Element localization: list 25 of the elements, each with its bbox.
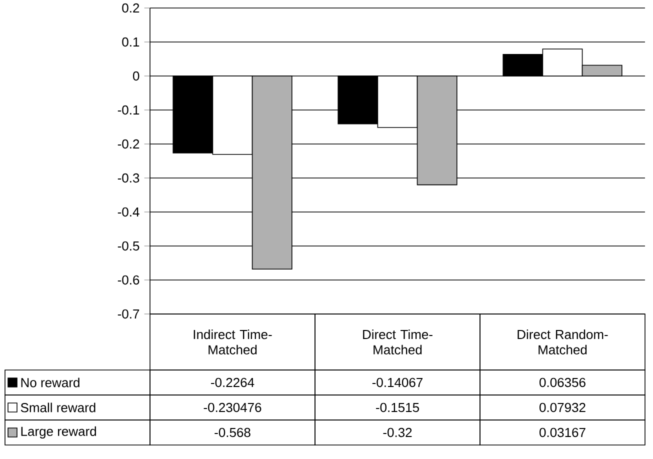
legend-label: Large reward: [21, 426, 96, 439]
y-tick-label: -0.6: [118, 275, 140, 285]
y-tick-label: -0.1: [118, 105, 140, 115]
y-tick-label: 0.2: [122, 3, 140, 13]
data-label: -0.568: [214, 428, 250, 438]
y-tick-label: -0.2: [118, 139, 140, 149]
data-label: 0.07932: [540, 402, 586, 412]
data-label: -0.14067: [372, 378, 423, 388]
legend-label: Small reward: [20, 402, 96, 412]
x-tick-label: Direct Random-Matched: [518, 330, 608, 354]
y-tick-label: -0.7: [118, 309, 140, 319]
y-tick-label: -0.3: [118, 173, 140, 183]
data-label: 0.03167: [540, 428, 586, 438]
y-tick-label: 0.1: [122, 37, 140, 47]
x-tick-label: Direct Time-Matched: [363, 330, 432, 354]
y-tick-label: -0.4: [118, 207, 140, 217]
y-tick-label: 0: [132, 71, 140, 81]
data-label: 0.06356: [540, 378, 586, 388]
y-tick-label: -0.5: [118, 241, 140, 251]
data-label: -0.2264: [211, 378, 254, 388]
data-label: -0.1515: [376, 402, 420, 412]
x-tick-label: Indirect Time-Matched: [194, 330, 272, 354]
legend-label: No reward: [21, 378, 80, 388]
data-label: -0.32: [383, 428, 412, 438]
data-label: -0.230476: [204, 402, 262, 412]
